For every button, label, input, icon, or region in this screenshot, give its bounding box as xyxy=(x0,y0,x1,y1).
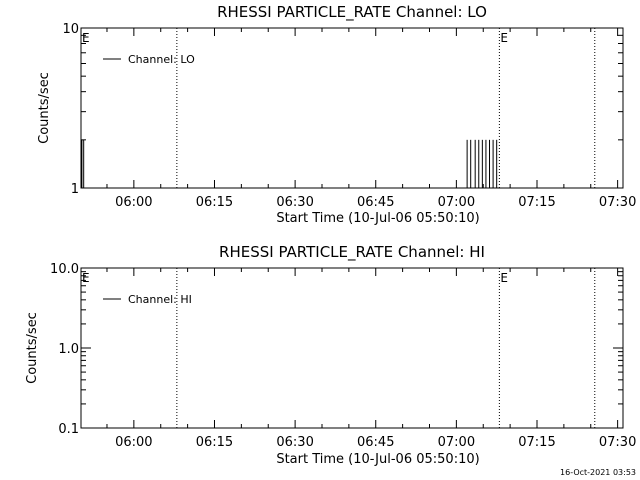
legend-label: Channel: HI xyxy=(128,293,192,306)
x-tick-label: 06:00 xyxy=(115,435,152,450)
y-tick-label: 1.0 xyxy=(58,342,79,357)
x-tick-label: 06:45 xyxy=(357,195,394,210)
chart-title: RHESSI PARTICLE_RATE Channel: HI xyxy=(219,243,485,262)
y-axis-label: Counts/sec xyxy=(37,72,52,144)
x-tick-label: 07:30 xyxy=(599,195,636,210)
y-tick-label: 10.0 xyxy=(50,262,79,277)
timestamp-stamp: 16-Oct-2021 03:53 xyxy=(560,468,636,477)
event-marker-label: E xyxy=(82,31,90,45)
x-tick-label: 06:00 xyxy=(115,195,152,210)
chart-title: RHESSI PARTICLE_RATE Channel: LO xyxy=(217,3,487,22)
plot-frame xyxy=(80,267,624,429)
x-tick-label: 06:30 xyxy=(276,435,313,450)
x-tick-label: 07:15 xyxy=(518,435,555,450)
panel-hi: RHESSI PARTICLE_RATE Channel: HI 06:00 06:… xyxy=(25,243,636,467)
x-tick-label: 06:30 xyxy=(276,195,313,210)
x-tick-label: 06:15 xyxy=(196,195,233,210)
legend-label: Channel: LO xyxy=(128,53,195,66)
plot-frame xyxy=(80,27,624,189)
event-marker-label: E xyxy=(500,271,508,285)
event-marker-label: E xyxy=(500,31,508,45)
x-tick-label: 07:15 xyxy=(518,195,555,210)
x-tick-label: 06:15 xyxy=(196,435,233,450)
event-marker-label: E xyxy=(82,271,90,285)
x-tick-label: 07:30 xyxy=(599,435,636,450)
y-axis-label: Counts/sec xyxy=(25,312,40,384)
y-tick-label: 1 xyxy=(71,182,79,197)
x-tick-label: 07:00 xyxy=(438,195,475,210)
x-tick-label: 06:45 xyxy=(357,435,394,450)
y-tick-label: 0.1 xyxy=(58,422,79,437)
x-axis-label: Start Time (10-Jul-06 05:50:10) xyxy=(276,452,479,467)
y-tick-label: 10 xyxy=(62,22,79,37)
x-tick-label: 07:00 xyxy=(438,435,475,450)
x-axis-label: Start Time (10-Jul-06 05:50:10) xyxy=(276,211,479,226)
panel-lo: RHESSI PARTICLE_RATE Channel: LO 06:00 06:… xyxy=(37,3,636,226)
